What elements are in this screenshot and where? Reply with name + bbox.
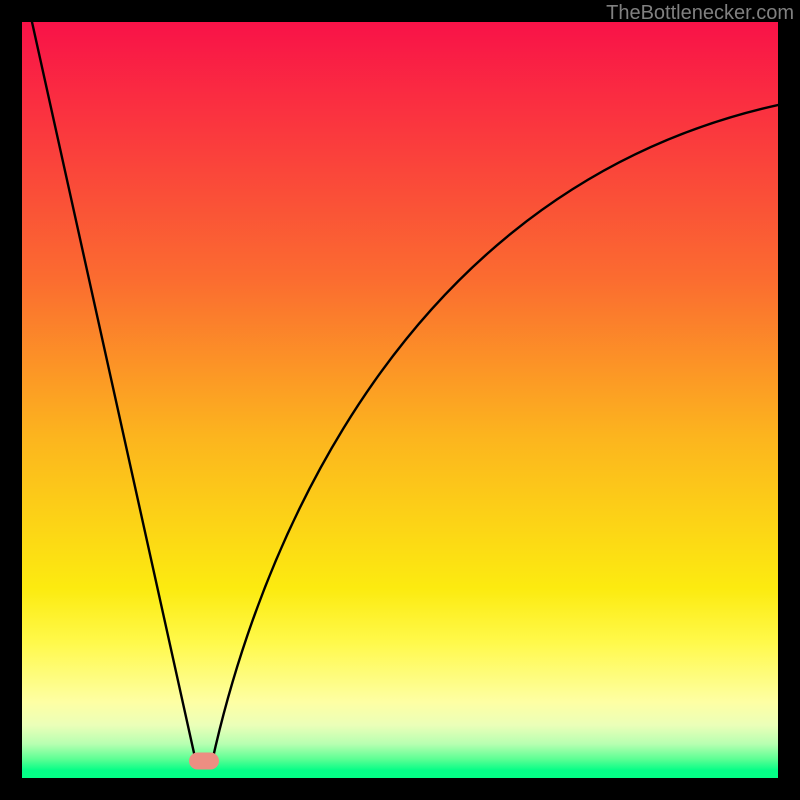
minimum-marker	[189, 753, 219, 770]
watermark-text: TheBottlenecker.com	[606, 0, 800, 25]
border-right	[778, 0, 800, 800]
chart-container: TheBottlenecker.com	[0, 0, 800, 800]
border-left	[0, 0, 22, 800]
border-bottom	[0, 778, 800, 800]
bottleneck-curve	[22, 22, 778, 778]
plot-area	[22, 22, 778, 778]
